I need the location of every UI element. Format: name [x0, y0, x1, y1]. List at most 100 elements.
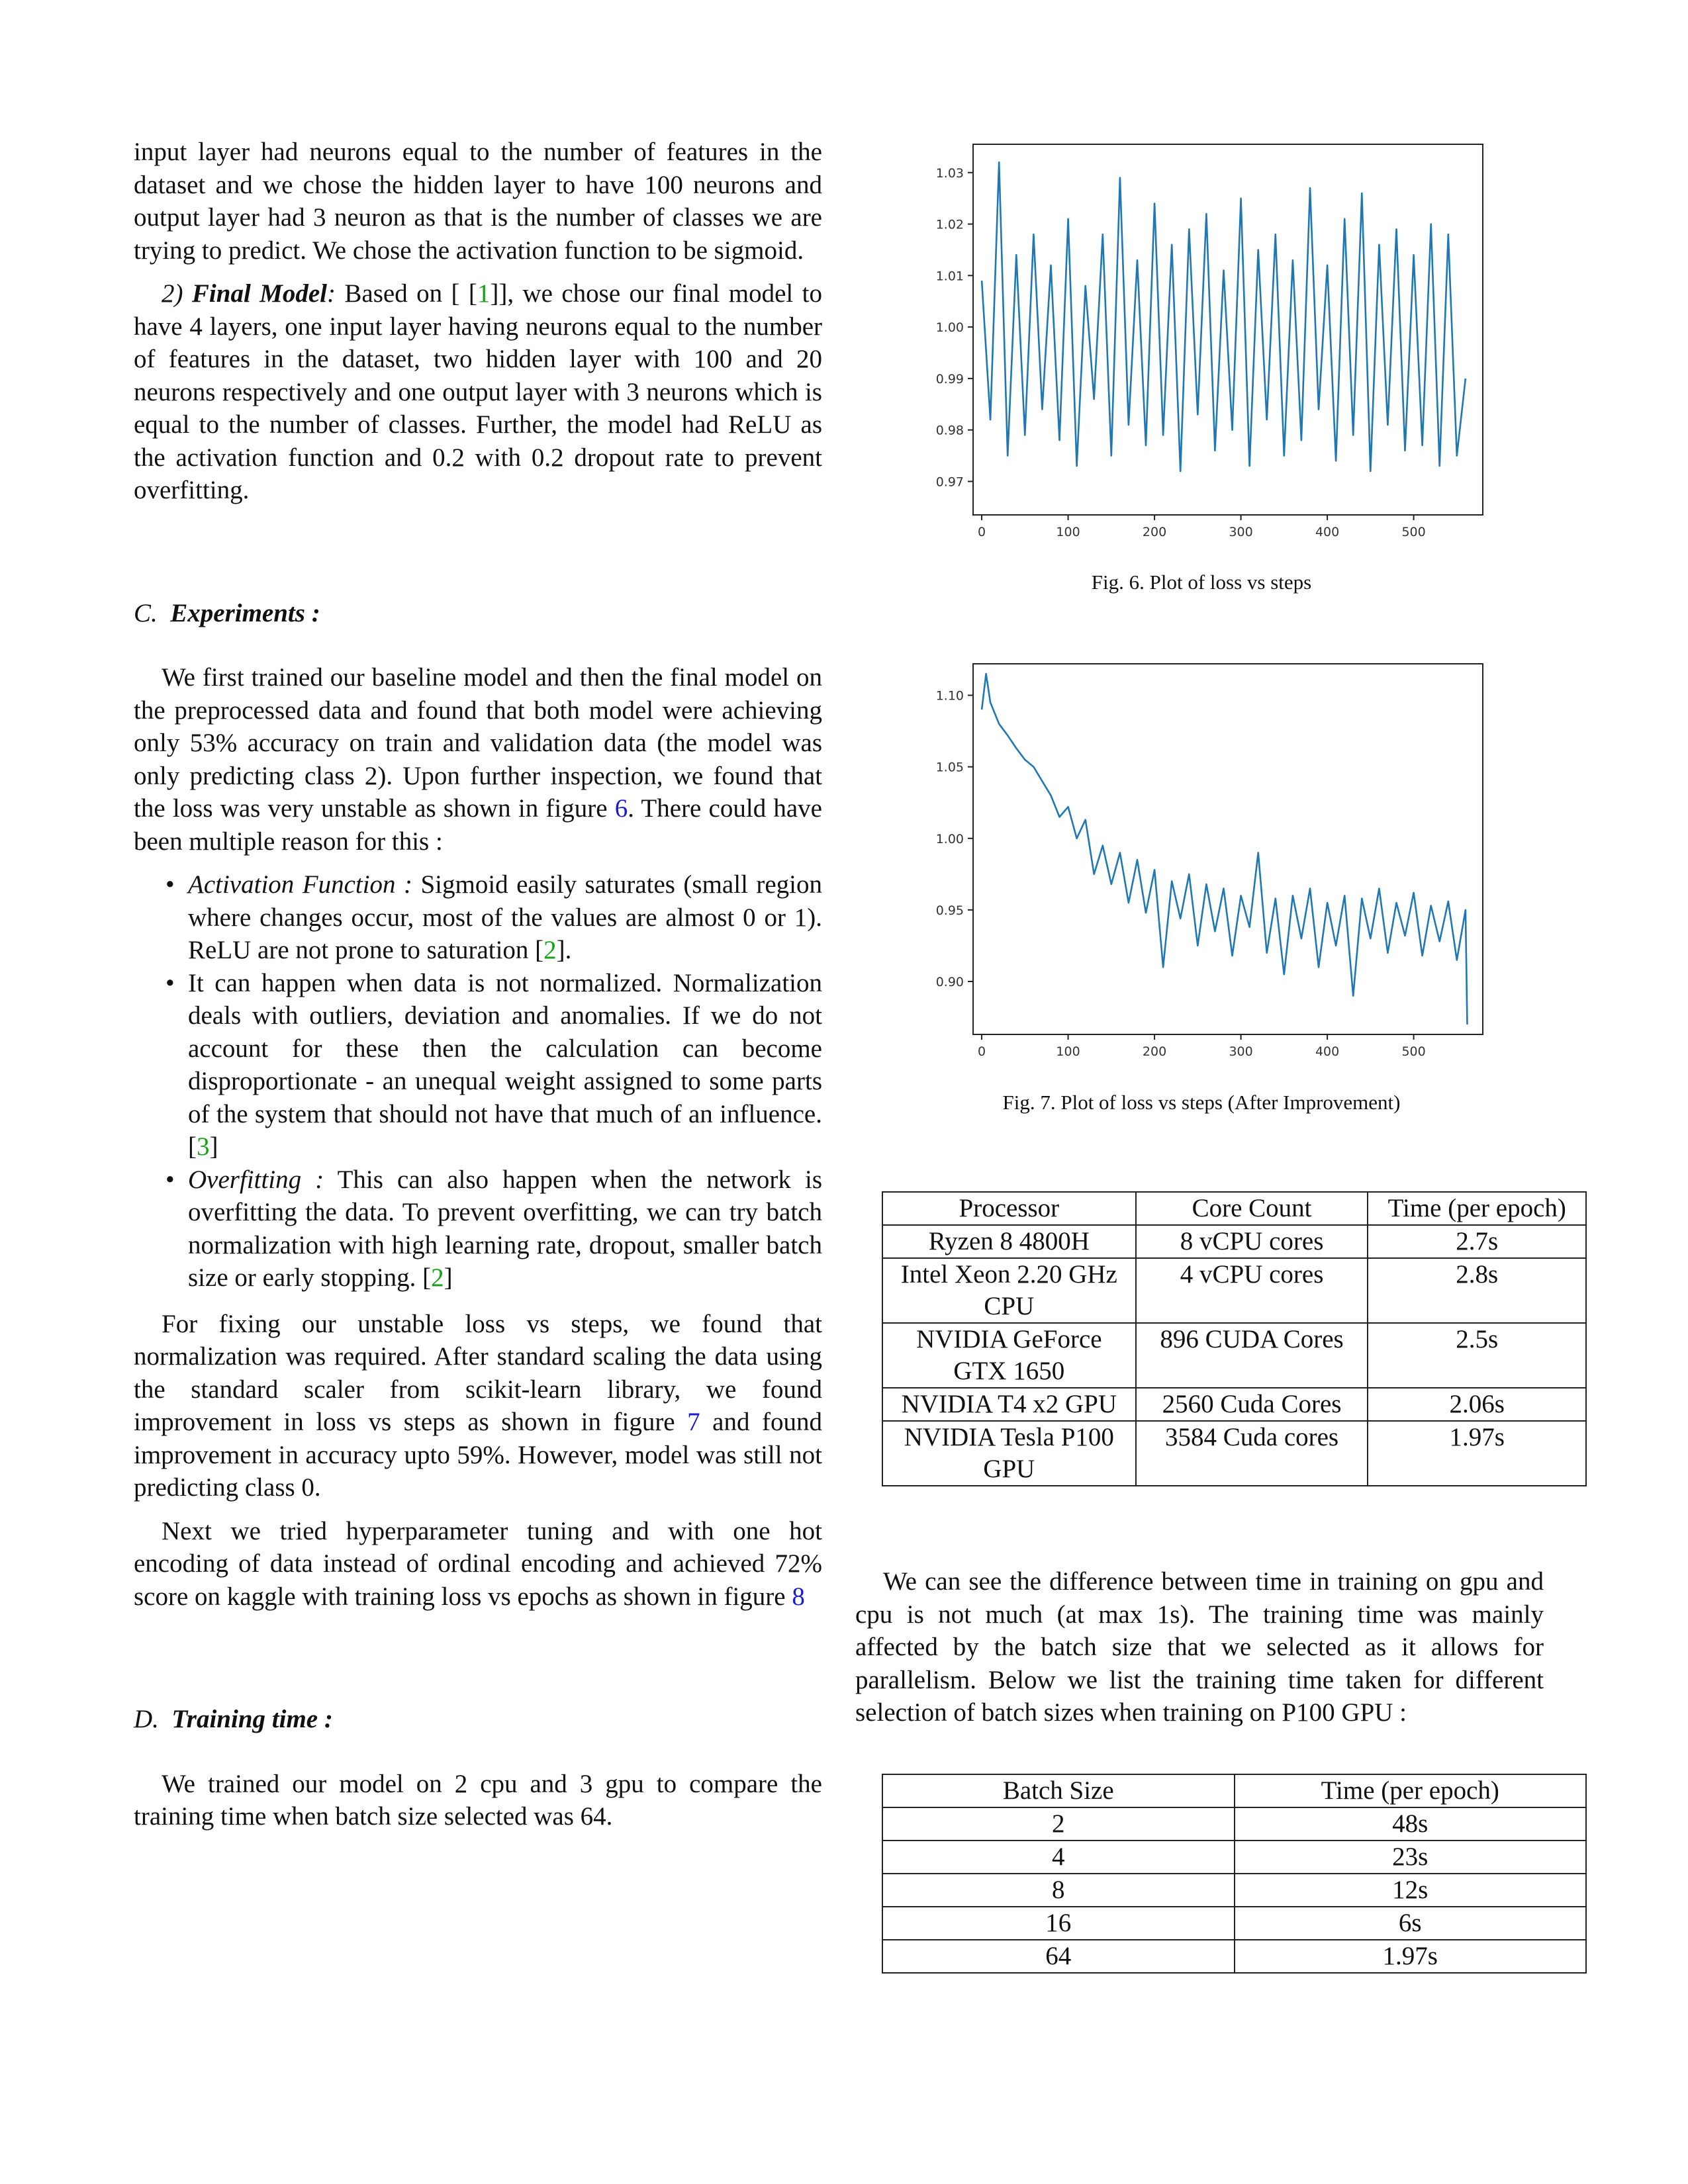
- table-row: 8 12s: [882, 1873, 1587, 1907]
- series-line: [980, 672, 1468, 1024]
- list-item: Overfitting : This can also happen when …: [165, 1163, 822, 1295]
- column-header: Time (per epoch): [1233, 1774, 1587, 1808]
- x-tick-label: 300: [1229, 1044, 1252, 1059]
- table-cell: NVIDIA GeForce GTX 1650: [882, 1322, 1137, 1388]
- loss-vs-steps-improved-chart: 0.90 0.95 1.00 1.05 1.10 0 100 200 300 400 500: [936, 663, 1483, 1059]
- table-row: 64 1.97s: [882, 1939, 1587, 1974]
- y-tick-label: 1.03: [936, 166, 964, 181]
- loss-vs-steps-chart: 0.97 0.98 0.99 1.00 1.01 1.02 1.03 0 100 200 300 40…: [936, 144, 1483, 539]
- table-cell: 2.7s: [1367, 1224, 1587, 1259]
- table-row: 16 6s: [882, 1906, 1587, 1940]
- y-tick-label: 1.05: [936, 760, 964, 775]
- table-cell: 23s: [1233, 1840, 1587, 1874]
- x-tick-label: 400: [1315, 1044, 1339, 1059]
- x-tick-label: 100: [1056, 525, 1080, 539]
- table-cell: NVIDIA T4 x2 GPU: [882, 1387, 1137, 1422]
- y-tick-label: 0.99: [936, 372, 964, 387]
- table-cell: 2.5s: [1367, 1322, 1587, 1388]
- y-tick-label: 1.00: [936, 320, 964, 335]
- table-cell: 2.8s: [1367, 1257, 1587, 1324]
- x-tick-label: 0: [978, 1044, 986, 1059]
- column-header: Processor: [882, 1191, 1137, 1226]
- table-row: 2 48s: [882, 1807, 1587, 1841]
- y-tick-label: 0.98: [936, 424, 964, 438]
- table-cell: 1.97s: [1367, 1420, 1587, 1486]
- figure-7-caption: Fig. 7. Plot of loss vs steps (After Imp…: [1002, 1091, 1401, 1114]
- section-letter: D.: [134, 1705, 159, 1733]
- paragraph-training: We trained our model on 2 cpu and 3 gpu …: [134, 1769, 822, 1831]
- y-tick-label: 1.01: [936, 269, 964, 283]
- section-heading-training-time: D. Training time :: [134, 1703, 822, 1736]
- table-row: Ryzen 8 4800H 8 vCPU cores 2.7s: [882, 1224, 1587, 1259]
- final-model-text-b: ]], we chose our final model to have 4 l…: [134, 279, 822, 504]
- next-text-a: Next we tried hyperparameter tuning and …: [134, 1516, 822, 1611]
- section-title: Training time :: [171, 1705, 333, 1733]
- table-cell: 6s: [1233, 1906, 1587, 1940]
- table-cell: 12s: [1233, 1873, 1587, 1907]
- section-letter: C.: [134, 598, 158, 627]
- section-heading-experiments: C. Experiments :: [134, 597, 822, 630]
- column-header: Core Count: [1135, 1191, 1369, 1226]
- figure-6-caption: Fig. 6. Plot of loss vs steps: [1091, 570, 1312, 594]
- paragraph-fix: For fixing our unstable loss vs steps, w…: [134, 1308, 822, 1504]
- x-tick-label: 500: [1401, 525, 1425, 539]
- column-header: Time (per epoch): [1367, 1191, 1587, 1226]
- table-header-row: Batch Size Time (per epoch): [882, 1774, 1587, 1808]
- table-cell: 4: [882, 1840, 1235, 1874]
- table-cell: 896 CUDA Cores: [1135, 1322, 1369, 1388]
- list-item: Activation Function : Sigmoid easily sat…: [165, 868, 822, 967]
- citation-link[interactable]: 2: [543, 936, 557, 964]
- paragraph-input-layer: input layer had neurons equal to the num…: [134, 138, 822, 265]
- citation-link[interactable]: 3: [197, 1132, 210, 1161]
- table-row: Intel Xeon 2.20 GHz CPU 4 vCPU cores 2.8s: [882, 1257, 1587, 1324]
- x-tick-label: 200: [1143, 1044, 1166, 1059]
- paragraph-final-model: 2) Final Model: Based on [ [1]], we chos…: [134, 279, 822, 504]
- plot-frame: [972, 144, 1483, 516]
- table-cell: 2: [882, 1807, 1235, 1841]
- bullet-text-a: Sigmoid easily saturates (small region w…: [188, 870, 822, 964]
- section-title: Experiments :: [170, 598, 320, 627]
- plot-frame: [972, 663, 1483, 1035]
- fix-text-a: For fixing our unstable loss vs steps, w…: [134, 1309, 822, 1437]
- reasons-list: Activation Function : Sigmoid easily sat…: [134, 868, 822, 1295]
- paragraph-gpu-cpu: We can see the difference between time i…: [855, 1567, 1544, 1727]
- x-tick-label: 100: [1056, 1044, 1080, 1059]
- list-item: It can happen when data is not normalize…: [165, 967, 822, 1163]
- experiments-text-b: . There could have been multiple reason …: [134, 794, 822, 856]
- figure-reference-link[interactable]: 6: [614, 794, 628, 823]
- left-column: input layer had neurons equal to the num…: [134, 136, 822, 1844]
- figure-reference-link[interactable]: 7: [687, 1408, 700, 1436]
- table-row: NVIDIA Tesla P100 GPU 3584 Cuda cores 1.97…: [882, 1420, 1587, 1486]
- citation-link[interactable]: 1: [477, 279, 491, 308]
- x-tick-label: 200: [1143, 525, 1166, 539]
- table-cell: 1.97s: [1233, 1939, 1587, 1974]
- table-cell: Ryzen 8 4800H: [882, 1224, 1137, 1259]
- bullet-text-a: This can also happen when the network is…: [188, 1165, 822, 1293]
- x-tick-label: 300: [1229, 525, 1252, 539]
- paragraph-next: Next we tried hyperparameter tuning and …: [134, 1515, 822, 1614]
- table-cell: 8 vCPU cores: [1135, 1224, 1369, 1259]
- table-header-row: Processor Core Count Time (per epoch): [882, 1191, 1587, 1226]
- table-row: NVIDIA T4 x2 GPU 2560 Cuda Cores 2.06s: [882, 1387, 1587, 1422]
- bullet-text-b: ].: [556, 936, 572, 964]
- column-header: Batch Size: [882, 1774, 1235, 1808]
- table-cell: 16: [882, 1906, 1235, 1940]
- subsection-title: Final Model: [191, 279, 327, 308]
- table-cell: 2560 Cuda Cores: [1135, 1387, 1369, 1422]
- table-cell: 2.06s: [1367, 1387, 1587, 1422]
- bullet-label: Overfitting :: [188, 1165, 324, 1194]
- citation-link[interactable]: 2: [431, 1263, 444, 1292]
- bullet-text-a: It can happen when data is not normalize…: [188, 968, 822, 1161]
- y-tick-label: 1.00: [936, 832, 964, 846]
- table-cell: 4 vCPU cores: [1135, 1257, 1369, 1324]
- x-tick-label: 500: [1401, 1044, 1425, 1059]
- figure-reference-link[interactable]: 8: [792, 1582, 805, 1611]
- bullet-text-b: ]: [209, 1132, 218, 1161]
- final-model-text-a: Based on [ [: [336, 279, 477, 308]
- table-cell: NVIDIA Tesla P100 GPU: [882, 1420, 1137, 1486]
- y-tick-label: 0.97: [936, 475, 964, 489]
- table-cell: Intel Xeon 2.20 GHz CPU: [882, 1257, 1137, 1324]
- subsection-number: 2): [162, 279, 183, 308]
- table-cell: 48s: [1233, 1807, 1587, 1841]
- table-cell: 3584 Cuda cores: [1135, 1420, 1369, 1486]
